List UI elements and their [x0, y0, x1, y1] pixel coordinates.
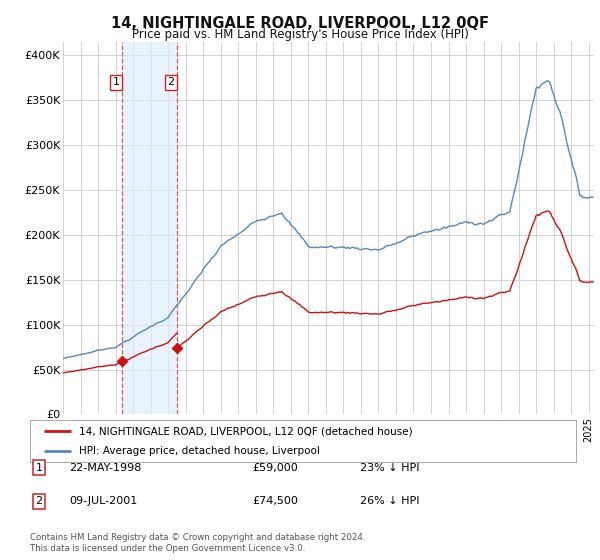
Text: 26% ↓ HPI: 26% ↓ HPI [360, 496, 419, 506]
Text: £74,500: £74,500 [252, 496, 298, 506]
Text: 2: 2 [35, 496, 43, 506]
Text: 14, NIGHTINGALE ROAD, LIVERPOOL, L12 0QF: 14, NIGHTINGALE ROAD, LIVERPOOL, L12 0QF [111, 16, 489, 31]
Text: 1: 1 [113, 77, 119, 87]
Text: Price paid vs. HM Land Registry's House Price Index (HPI): Price paid vs. HM Land Registry's House … [131, 28, 469, 41]
Text: 1: 1 [35, 463, 43, 473]
Text: 23% ↓ HPI: 23% ↓ HPI [360, 463, 419, 473]
Text: 14, NIGHTINGALE ROAD, LIVERPOOL, L12 0QF (detached house): 14, NIGHTINGALE ROAD, LIVERPOOL, L12 0QF… [79, 426, 413, 436]
Text: 22-MAY-1998: 22-MAY-1998 [69, 463, 142, 473]
Text: £59,000: £59,000 [252, 463, 298, 473]
Bar [122, 42, 177, 414]
Text: 09-JUL-2001: 09-JUL-2001 [69, 496, 137, 506]
Text: Contains HM Land Registry data © Crown copyright and database right 2024.
This d: Contains HM Land Registry data © Crown c… [30, 533, 365, 553]
Text: HPI: Average price, detached house, Liverpool: HPI: Average price, detached house, Live… [79, 446, 320, 456]
Text: 2: 2 [167, 77, 175, 87]
